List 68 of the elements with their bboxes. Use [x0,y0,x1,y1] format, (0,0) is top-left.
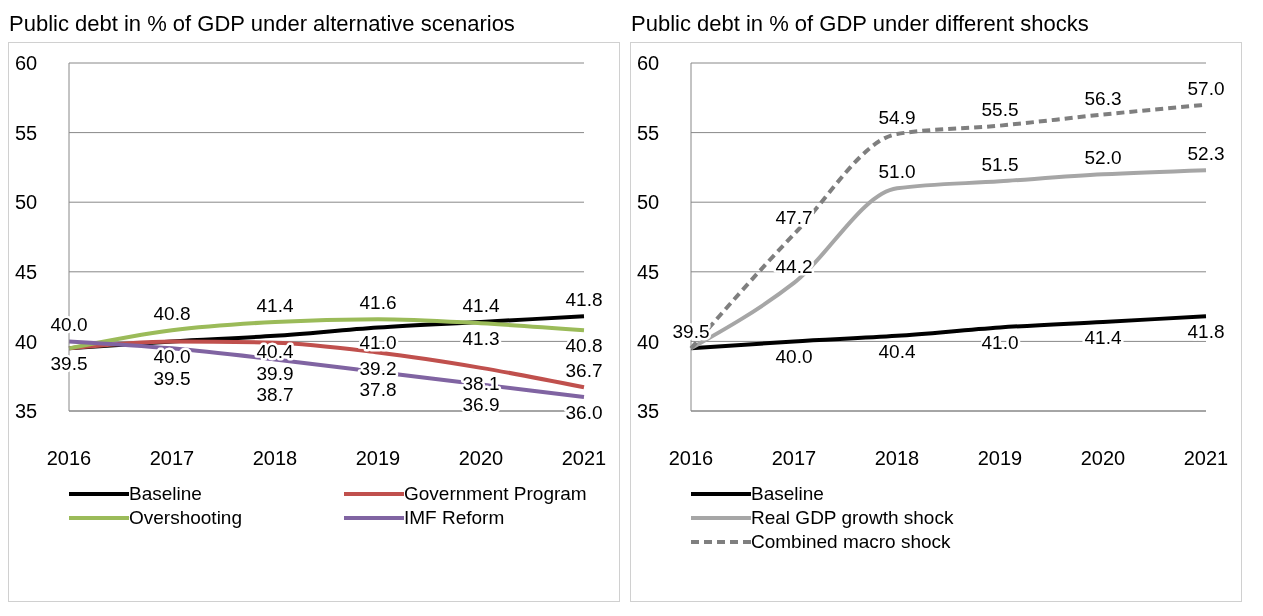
legend-label: Baseline [751,483,824,505]
x-tick-label: 2018 [874,447,920,470]
data-label: 52.0 [1084,147,1122,169]
data-label: 55.5 [981,98,1019,120]
y-tick-label: 55 [637,121,660,144]
data-label: 41.4 [1084,326,1122,348]
data-label: 36.0 [565,402,603,424]
data-label: 41.0 [981,332,1019,354]
data-label: 40.8 [153,303,191,325]
x-tick-label: 2020 [1080,447,1126,470]
data-label: 51.5 [981,154,1019,176]
data-label: 41.4 [256,294,294,316]
data-label: 41.3 [462,328,500,350]
data-label: 41.0 [359,332,397,354]
y-tick-label: 50 [15,191,38,214]
y-tick-label: 45 [637,260,660,283]
legend-label: Baseline [129,483,202,505]
legend-label: Real GDP growth shock [751,507,954,529]
y-tick-label: 40 [637,330,660,353]
x-tick-label: 2018 [252,447,298,470]
data-label: 51.0 [878,161,916,183]
x-tick-label: 2016 [46,447,92,470]
data-label: 57.0 [1187,77,1225,99]
x-tick-label: 2019 [355,447,401,470]
x-tick-label: 2020 [458,447,504,470]
data-label: 40.0 [775,346,813,368]
data-label: 54.9 [878,106,916,128]
data-label: 36.9 [462,394,500,416]
y-tick-label: 35 [15,400,38,423]
legend-label: Overshooting [129,507,243,529]
data-label: 39.9 [256,362,294,384]
legend-label: Government Program [404,483,587,505]
data-label: 39.5 [153,368,191,390]
data-label: 41.8 [1187,321,1225,343]
x-tick-label: 2017 [771,447,817,470]
data-label: 39.5 [672,321,710,343]
data-label: 44.2 [775,255,813,277]
data-label: 38.7 [256,384,294,406]
x-tick-label: 2017 [149,447,195,470]
chart-title: Public debt in % of GDP under different shocks [631,11,1089,37]
legend-label: IMF Reform [404,507,505,529]
y-tick-label: 60 [637,52,660,75]
y-tick-label: 35 [637,400,660,423]
data-label: 40.4 [256,340,294,362]
data-label: 40.4 [878,340,916,362]
legend-label: Combined macro shock [751,531,951,553]
y-tick-label: 40 [15,330,38,353]
data-label: 40.8 [565,335,603,357]
data-label: 41.8 [565,289,603,311]
data-label: 40.0 [50,314,88,336]
x-tick-label: 2021 [561,447,607,470]
x-tick-label: 2019 [977,447,1023,470]
data-label: 41.6 [359,292,397,314]
y-tick-label: 50 [637,191,660,214]
y-tick-label: 45 [15,260,38,283]
x-tick-label: 2016 [668,447,714,470]
chart-title: Public debt in % of GDP under alternative scenarios [9,11,515,37]
data-label: 36.7 [565,360,603,382]
data-label: 47.7 [775,207,813,229]
x-tick-label: 2021 [1183,447,1229,470]
y-tick-label: 60 [15,52,38,75]
data-label: 56.3 [1084,87,1122,109]
data-label: 39.5 [50,353,88,375]
y-tick-label: 55 [15,121,38,144]
data-label: 52.3 [1187,143,1225,165]
data-label: 41.4 [462,294,500,316]
data-label: 37.8 [359,378,397,400]
data-label: 40.0 [153,346,191,368]
